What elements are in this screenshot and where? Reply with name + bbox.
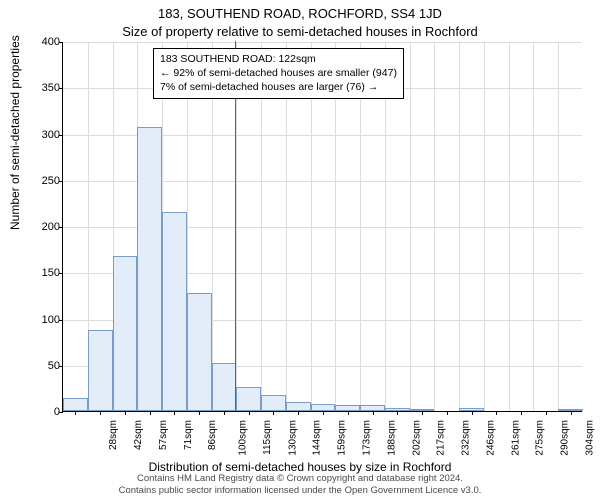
x-tick-mark: [571, 411, 572, 415]
x-tick-label: 202sqm: [411, 420, 422, 456]
attribution-footer: Contains HM Land Registry data © Crown c…: [0, 473, 600, 497]
x-tick-label: 246sqm: [485, 420, 496, 456]
y-axis-label: Number of semi-detached properties: [8, 35, 22, 230]
x-tick-label: 217sqm: [436, 420, 447, 456]
x-tick-label: 275sqm: [535, 420, 546, 456]
x-tick-mark: [224, 411, 225, 415]
x-tick-mark: [521, 411, 522, 415]
x-tick-label: 130sqm: [287, 420, 298, 456]
x-tick-mark: [273, 411, 274, 415]
gridline-h: [63, 42, 582, 43]
x-tick-label: 57sqm: [158, 420, 169, 450]
y-tick-label: 50: [24, 360, 60, 372]
x-tick-label: 100sqm: [238, 420, 249, 456]
x-axis-label: Distribution of semi-detached houses by …: [0, 460, 600, 474]
gridline-v: [410, 42, 411, 411]
x-tick-label: 159sqm: [337, 420, 348, 456]
histogram-bar: [311, 404, 336, 411]
x-tick-label: 86sqm: [207, 420, 218, 450]
footer-line: Contains HM Land Registry data © Crown c…: [0, 473, 600, 485]
histogram-bar: [261, 395, 286, 411]
x-tick-label: 188sqm: [386, 420, 397, 456]
histogram-bar: [187, 293, 212, 411]
x-tick-mark: [323, 411, 324, 415]
gridline-v: [459, 42, 460, 411]
y-tick-label: 100: [24, 314, 60, 326]
x-tick-mark: [348, 411, 349, 415]
annotation-line: 183 SOUTHEND ROAD: 122sqm: [160, 52, 397, 66]
x-tick-label: 42sqm: [133, 420, 144, 450]
histogram-bar: [236, 387, 261, 411]
x-tick-label: 144sqm: [312, 420, 323, 456]
x-tick-mark: [546, 411, 547, 415]
annotation-box: 183 SOUTHEND ROAD: 122sqm ← 92% of semi-…: [153, 48, 404, 99]
x-tick-mark: [75, 411, 76, 415]
footer-line: Contains public sector information licen…: [0, 485, 600, 497]
y-tick-label: 300: [24, 129, 60, 141]
y-tick-label: 350: [24, 82, 60, 94]
x-tick-label: 290sqm: [560, 420, 571, 456]
histogram-bar: [63, 398, 88, 411]
x-tick-label: 173sqm: [362, 420, 373, 456]
chart-title: Size of property relative to semi-detach…: [0, 24, 600, 39]
annotation-line: 7% of semi-detached houses are larger (7…: [160, 80, 397, 94]
histogram-bar: [113, 256, 138, 411]
x-tick-mark: [496, 411, 497, 415]
y-tick-label: 200: [24, 221, 60, 233]
x-tick-mark: [397, 411, 398, 415]
x-tick-mark: [125, 411, 126, 415]
histogram-bar: [88, 330, 113, 411]
histogram-bar: [162, 212, 187, 411]
y-tick-label: 0: [24, 406, 60, 418]
x-tick-label: 261sqm: [510, 420, 521, 456]
y-tick-label: 400: [24, 36, 60, 48]
x-tick-mark: [249, 411, 250, 415]
histogram-bar: [137, 127, 162, 411]
y-tick-label: 250: [24, 175, 60, 187]
histogram-bar: [212, 363, 237, 411]
gridline-v: [509, 42, 510, 411]
gridline-v: [434, 42, 435, 411]
x-tick-mark: [199, 411, 200, 415]
gridline-v: [558, 42, 559, 411]
x-tick-mark: [150, 411, 151, 415]
histogram-plot: 183 SOUTHEND ROAD: 122sqm ← 92% of semi-…: [62, 42, 582, 412]
x-tick-mark: [373, 411, 374, 415]
x-tick-label: 304sqm: [584, 420, 595, 456]
x-tick-mark: [472, 411, 473, 415]
x-tick-label: 232sqm: [461, 420, 472, 456]
x-tick-label: 115sqm: [262, 420, 273, 455]
gridline-v: [533, 42, 534, 411]
x-tick-mark: [100, 411, 101, 415]
x-tick-mark: [447, 411, 448, 415]
x-tick-mark: [298, 411, 299, 415]
histogram-bar: [286, 402, 311, 411]
x-tick-mark: [174, 411, 175, 415]
x-tick-label: 28sqm: [108, 420, 119, 450]
annotation-line: ← 92% of semi-detached houses are smalle…: [160, 66, 397, 80]
x-tick-mark: [422, 411, 423, 415]
y-tick-label: 150: [24, 267, 60, 279]
chart-supertitle: 183, SOUTHEND ROAD, ROCHFORD, SS4 1JD: [0, 6, 600, 21]
x-tick-label: 71sqm: [183, 420, 194, 450]
gridline-v: [484, 42, 485, 411]
